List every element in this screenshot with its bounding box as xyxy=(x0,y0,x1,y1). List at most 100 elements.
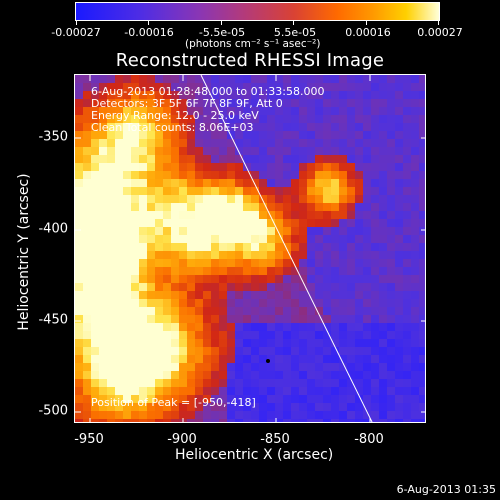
image-pixel xyxy=(315,363,323,371)
image-pixel xyxy=(323,243,331,251)
image-pixel xyxy=(371,179,379,187)
image-pixel xyxy=(315,267,323,275)
image-pixel xyxy=(179,331,187,339)
image-pixel xyxy=(139,323,147,331)
image-pixel xyxy=(291,291,299,299)
image-pixel xyxy=(275,83,283,91)
image-pixel xyxy=(187,203,195,211)
image-pixel xyxy=(403,75,411,83)
image-pixel xyxy=(267,235,275,243)
image-pixel xyxy=(403,115,411,123)
image-pixel xyxy=(115,123,123,131)
image-pixel xyxy=(171,243,179,251)
image-pixel xyxy=(291,219,299,227)
image-pixel xyxy=(131,147,139,155)
image-pixel xyxy=(171,403,179,411)
timestamp: 6-Aug-2013 01:35 xyxy=(396,483,496,496)
image-pixel xyxy=(379,411,387,419)
image-pixel xyxy=(307,283,315,291)
image-pixel xyxy=(235,371,243,379)
image-pixel xyxy=(139,195,147,203)
image-pixel xyxy=(315,339,323,347)
image-pixel xyxy=(195,171,203,179)
image-pixel xyxy=(107,387,115,395)
image-pixel xyxy=(163,363,171,371)
image-pixel xyxy=(403,307,411,315)
image-pixel xyxy=(139,275,147,283)
image-pixel xyxy=(347,387,355,395)
image-pixel xyxy=(219,211,227,219)
image-pixel xyxy=(187,179,195,187)
image-pixel xyxy=(259,275,267,283)
image-pixel xyxy=(347,291,355,299)
image-pixel xyxy=(355,171,363,179)
image-pixel xyxy=(403,355,411,363)
image-pixel xyxy=(283,251,291,259)
image-pixel xyxy=(163,395,171,403)
image-pixel xyxy=(107,155,115,163)
image-pixel xyxy=(347,83,355,91)
image-pixel xyxy=(203,163,211,171)
image-pixel xyxy=(163,187,171,195)
image-pixel xyxy=(251,147,259,155)
image-pixel xyxy=(179,395,187,403)
image-pixel xyxy=(139,107,147,115)
image-pixel xyxy=(283,267,291,275)
image-pixel xyxy=(195,299,203,307)
image-pixel xyxy=(251,195,259,203)
image-pixel xyxy=(83,235,91,243)
image-pixel xyxy=(379,107,387,115)
image-pixel xyxy=(355,107,363,115)
image-pixel xyxy=(75,107,83,115)
image-pixel xyxy=(371,267,379,275)
image-pixel xyxy=(115,291,123,299)
image-pixel xyxy=(115,99,123,107)
image-pixel xyxy=(187,323,195,331)
image-pixel xyxy=(299,331,307,339)
image-pixel xyxy=(75,267,83,275)
image-pixel xyxy=(323,403,331,411)
image-pixel xyxy=(267,91,275,99)
colorbar-label: 0.00016 xyxy=(345,26,391,39)
image-pixel xyxy=(75,211,83,219)
image-pixel xyxy=(179,411,187,419)
image-pixel xyxy=(227,179,235,187)
image-pixel xyxy=(179,83,187,91)
image-pixel xyxy=(147,251,155,259)
image-pixel xyxy=(195,419,203,422)
image-pixel xyxy=(363,339,371,347)
image-pixel xyxy=(227,163,235,171)
image-pixel xyxy=(275,147,283,155)
image-pixel xyxy=(243,195,251,203)
image-pixel xyxy=(91,363,99,371)
image-pixel xyxy=(315,171,323,179)
image-pixel xyxy=(115,139,123,147)
image-pixel xyxy=(99,99,107,107)
image-pixel xyxy=(251,291,259,299)
image-pixel xyxy=(339,419,347,422)
image-pixel xyxy=(107,139,115,147)
image-pixel xyxy=(395,411,403,419)
image-pixel xyxy=(99,83,107,91)
image-pixel xyxy=(371,251,379,259)
image-pixel xyxy=(235,211,243,219)
image-pixel xyxy=(275,387,283,395)
image-pixel xyxy=(91,251,99,259)
image-pixel xyxy=(371,99,379,107)
image-pixel xyxy=(195,83,203,91)
image-pixel xyxy=(123,131,131,139)
image-pixel xyxy=(139,139,147,147)
image-pixel xyxy=(227,363,235,371)
image-pixel xyxy=(147,395,155,403)
image-pixel xyxy=(315,115,323,123)
image-pixel xyxy=(355,91,363,99)
image-pixel xyxy=(251,91,259,99)
image-pixel xyxy=(123,323,131,331)
image-pixel xyxy=(123,363,131,371)
image-pixel xyxy=(179,91,187,99)
image-pixel xyxy=(115,395,123,403)
image-pixel xyxy=(419,123,425,131)
image-pixel xyxy=(195,107,203,115)
image-pixel xyxy=(283,331,291,339)
image-pixel xyxy=(139,115,147,123)
